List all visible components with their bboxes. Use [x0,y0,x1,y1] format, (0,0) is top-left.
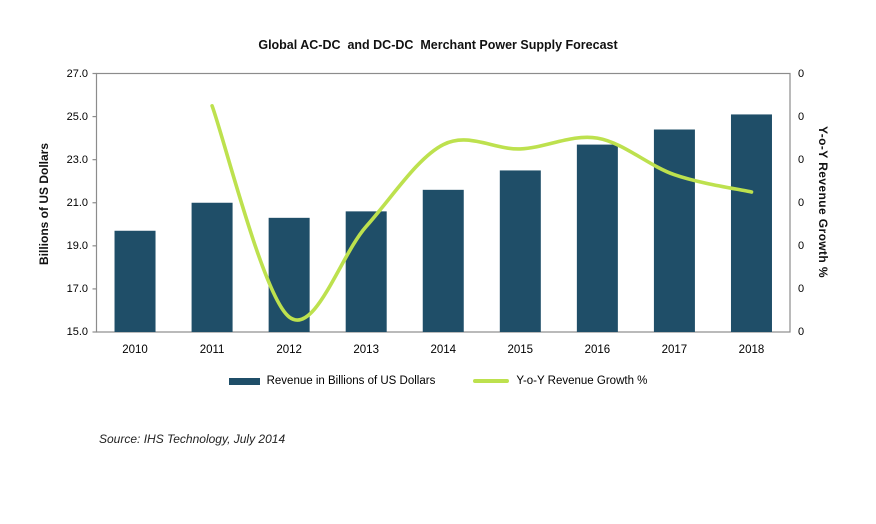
left-axis-title: Billions of US Dollars [37,142,51,266]
right-axis-tick-label: 0 [798,282,805,295]
x-axis-label-2013: 2013 [353,344,379,356]
left-axis-tick-label: 27.0 [66,67,88,80]
revenue-bar-2013 [345,211,387,332]
legend-label-growth: Y-o-Y Revenue Growth % [516,375,648,387]
x-axis-label-2018: 2018 [738,344,765,356]
revenue-bar-swatch [228,377,260,385]
left-axis-tick-label: 17.0 [66,282,88,295]
legend: Revenue in Billions of US Dollars Y-o-Y … [0,372,876,390]
growth-line [210,104,754,322]
revenue-bar-2016 [576,144,618,332]
right-axis-tick-label: 0 [798,239,805,252]
chart-title: Global AC-DC and DC-DC Merchant Power Su… [258,38,618,52]
left-axis-tick-label: 25.0 [66,110,88,123]
revenue-bar-2010 [114,230,156,332]
x-axis-label-2015: 2015 [507,344,534,356]
right-axis-tick-label: 0 [798,67,805,80]
revenue-bar-2015 [499,170,541,332]
right-axis-tick-label: 0 [798,326,805,338]
growth-line-swatch [473,379,510,383]
left-axis-tick-label: 19.0 [66,239,88,252]
plot-area-svg [92,72,791,333]
revenue-bar-2012 [268,217,310,332]
right-axis-title: Y-o-Y Revenue Growth % [816,126,830,278]
left-axis-tick-label: 23.0 [66,153,88,166]
left-axis-tick-label: 15.0 [66,326,88,338]
legend-item-growth: Y-o-Y Revenue Growth % [473,375,647,387]
source-note: Source: IHS Technology, July 2014 [99,432,286,446]
right-axis-tick-label: 0 [798,196,805,209]
x-axis-label-2011: 2011 [199,344,225,356]
x-axis-label-2012: 2012 [276,344,302,356]
revenue-bar-2011 [191,202,233,332]
revenue-bar-2018 [730,114,772,332]
revenue-bar-2014 [422,189,464,332]
legend-item-revenue: Revenue in Billions of US Dollars [228,375,436,387]
x-axis-label-2014: 2014 [430,344,457,356]
x-axis-label-2010: 2010 [122,344,148,356]
legend-label-revenue: Revenue in Billions of US Dollars [266,375,436,387]
right-axis-tick-label: 0 [798,110,805,123]
x-axis-label-2017: 2017 [661,344,688,356]
x-axis-label-2016: 2016 [584,344,611,356]
right-axis-tick-label: 0 [798,153,805,166]
left-axis-tick-label: 21.0 [66,196,88,209]
revenue-bar-2017 [653,129,695,332]
